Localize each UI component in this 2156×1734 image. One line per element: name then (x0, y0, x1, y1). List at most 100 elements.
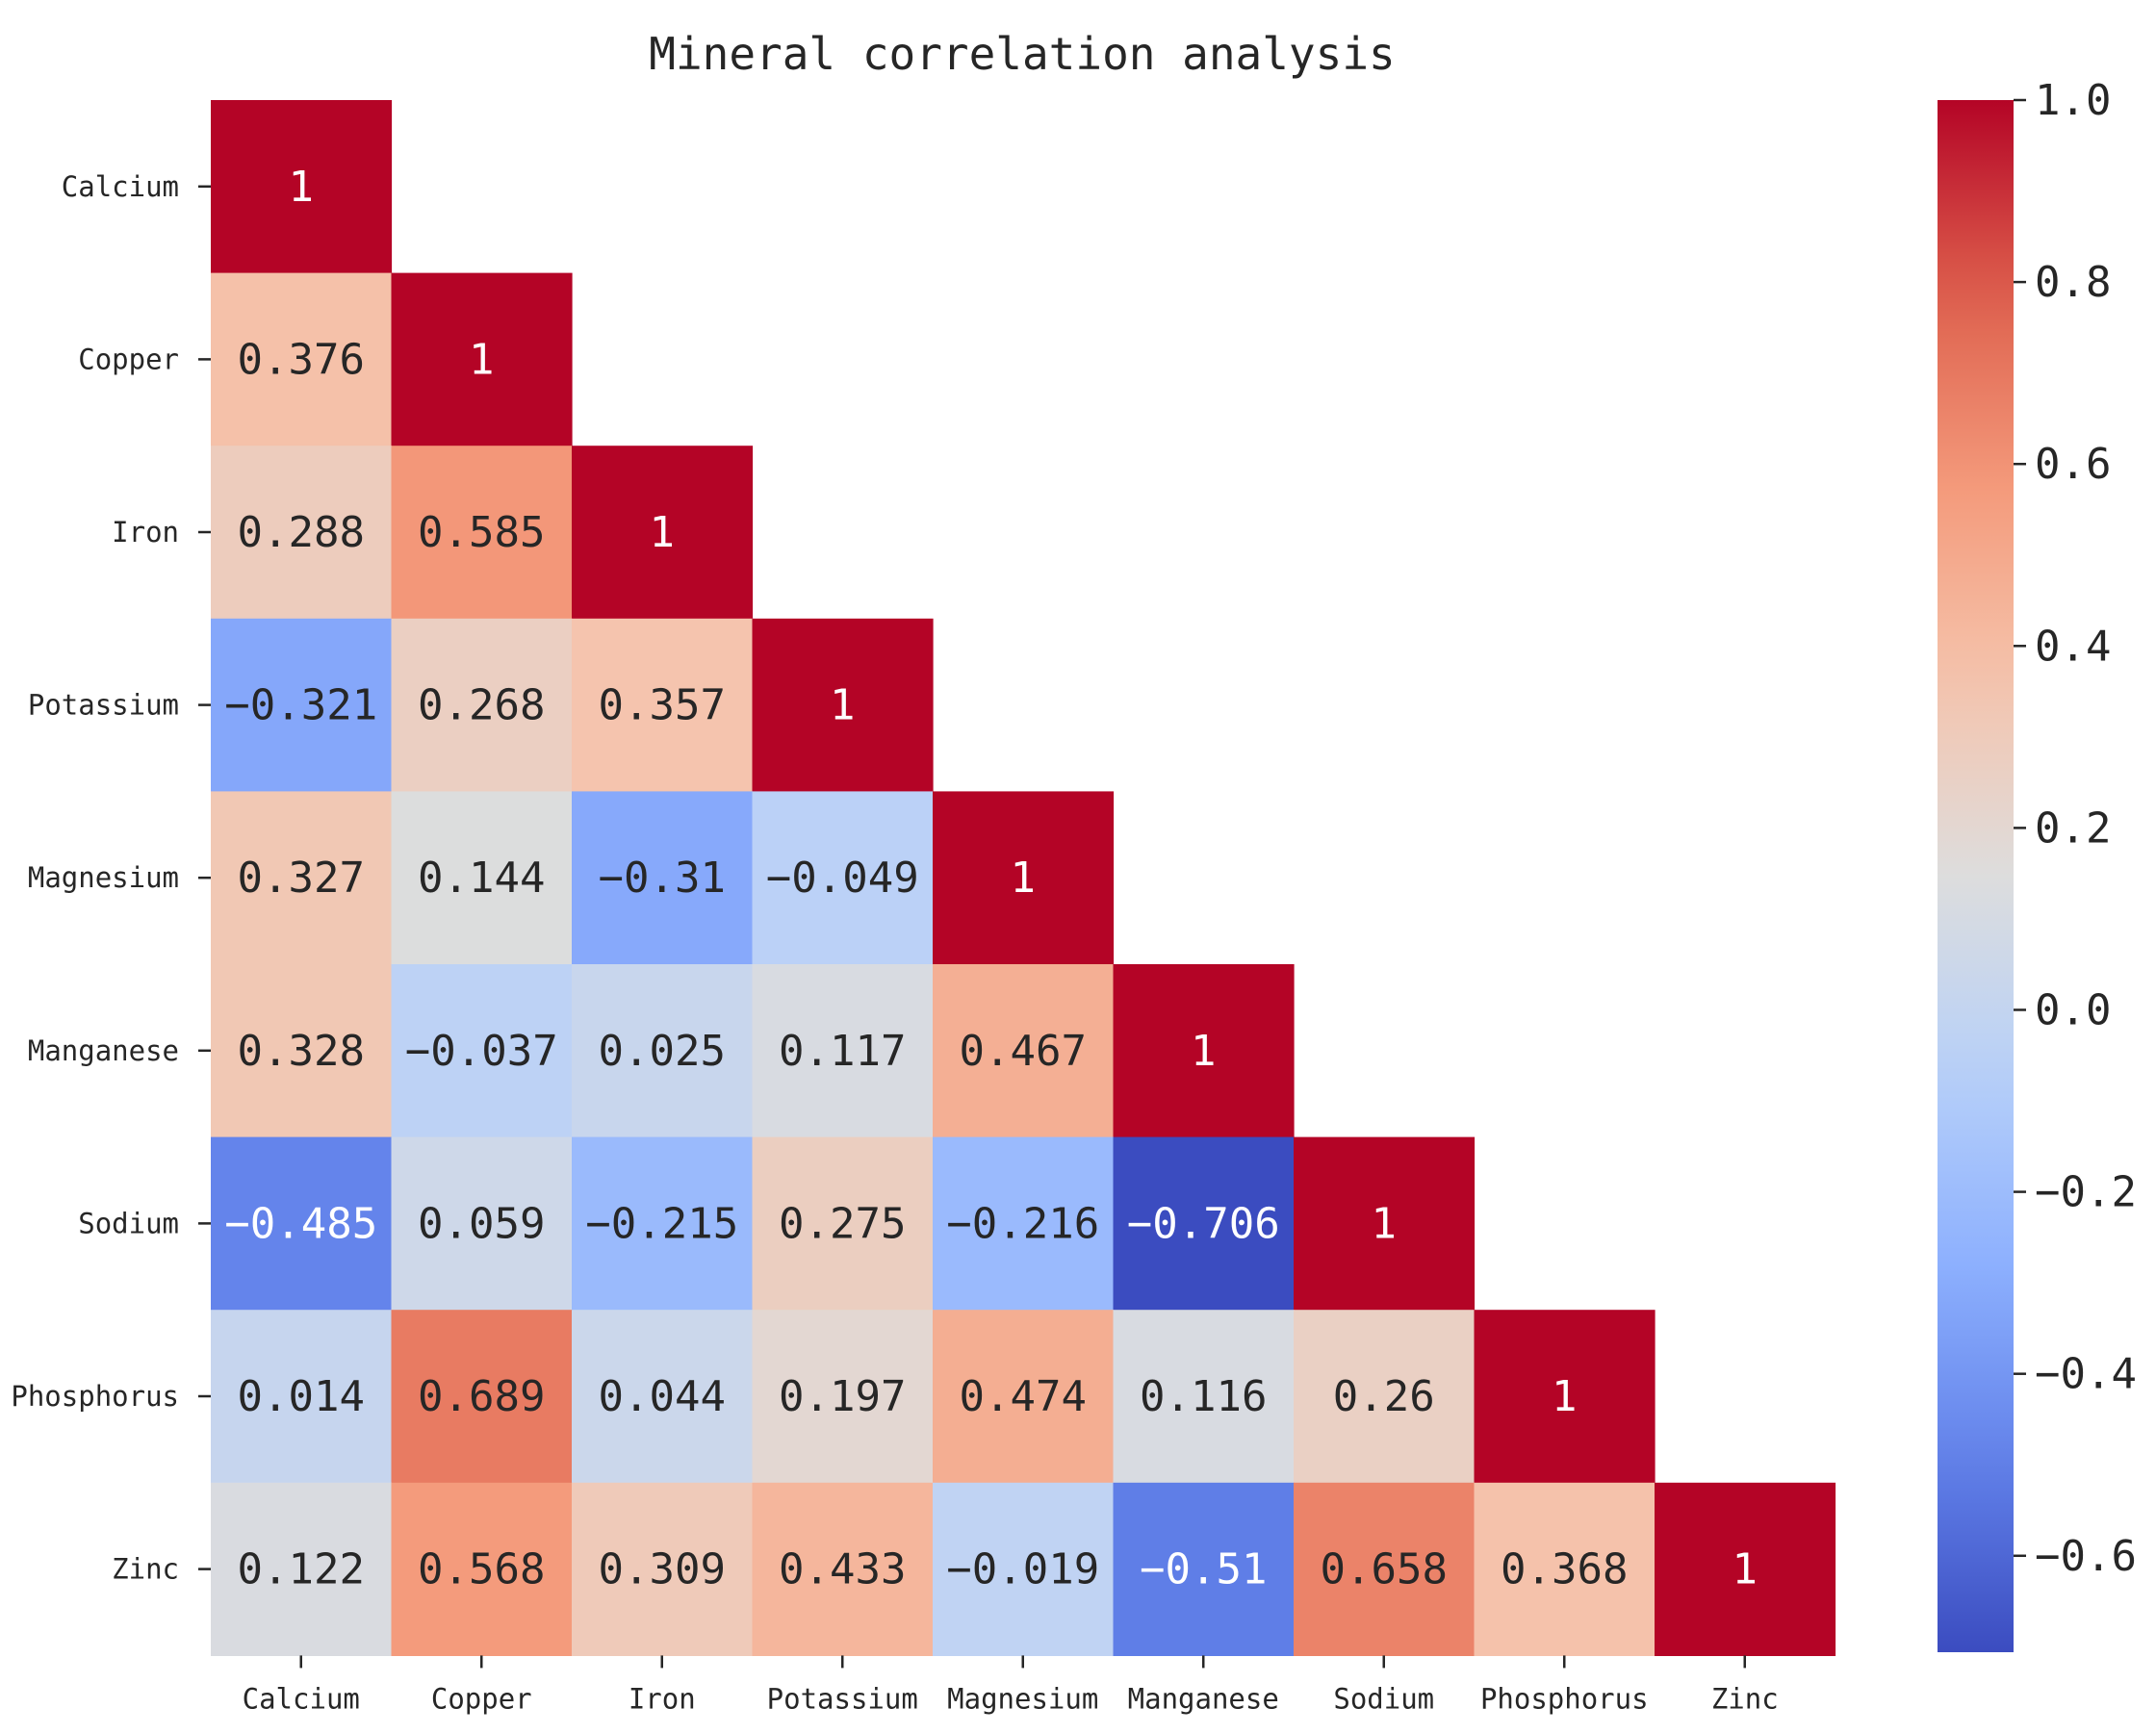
cell-value-label: 0.309 (599, 1545, 726, 1594)
cell-value-label: 0.689 (418, 1372, 545, 1421)
x-tick-label: Magnesium (947, 1682, 1098, 1715)
cell-value-label: 0.585 (418, 508, 545, 557)
heatmap-cell (391, 964, 573, 1138)
cell-value-label: 1 (1732, 1545, 1758, 1594)
heatmap-cell (1474, 1310, 1656, 1484)
cell-value-label: 0.327 (238, 854, 365, 903)
cell-value-label: 0.059 (418, 1199, 545, 1248)
cell-value-label: 0.376 (238, 335, 365, 384)
cell-value-label: 0.044 (599, 1372, 726, 1421)
y-tick-label: Manganese (28, 1034, 179, 1067)
heatmap-cell (752, 1310, 934, 1484)
heatmap-cell (572, 446, 754, 620)
colorbar-gradient (1938, 100, 2014, 1652)
cell-value-label: 0.122 (238, 1545, 365, 1594)
x-axis: Calcium Copper Iron Potassium Magnesium Manga… (243, 1655, 1779, 1715)
heatmap-cell (933, 1310, 1115, 1484)
colorbar-tick-label: 0.0 (2035, 985, 2111, 1034)
cell-value-label: −0.321 (224, 681, 377, 730)
y-tick-label: Calcium (62, 170, 179, 203)
y-tick-label: Phosphorus (11, 1380, 179, 1413)
cell-value-label: 0.568 (418, 1545, 545, 1594)
y-tick-label: Potassium (28, 689, 179, 722)
heatmap-cell (572, 1310, 754, 1484)
y-tick-label: Magnesium (28, 861, 179, 894)
heatmap-cell (211, 100, 393, 274)
heatmap-cell (572, 791, 754, 965)
heatmap-cell (211, 618, 393, 792)
heatmap-cell (1113, 1482, 1295, 1656)
cell-value-label: 0.368 (1501, 1545, 1628, 1594)
cell-value-label: −0.049 (766, 854, 919, 903)
cell-value-label: 0.328 (238, 1027, 365, 1076)
cell-value-label: 1 (830, 681, 856, 730)
cell-value-label: 0.025 (599, 1027, 726, 1076)
x-tick-label: Calcium (243, 1682, 360, 1715)
cell-value-label: 0.357 (599, 681, 726, 730)
cell-value-label: 0.474 (960, 1372, 1087, 1421)
cell-value-label: 1 (1552, 1372, 1578, 1421)
heatmap-cell (211, 1136, 393, 1311)
heatmap-cell (1294, 1136, 1476, 1311)
heatmap-cell (572, 618, 754, 792)
colorbar-tick-label: 0.8 (2035, 258, 2111, 307)
heatmap-cell (391, 791, 573, 965)
cell-value-label: 0.116 (1140, 1372, 1267, 1421)
cell-value-label: 0.433 (779, 1545, 906, 1594)
cell-value-label: 0.467 (960, 1027, 1087, 1076)
colorbar-tick-label: −0.4 (2035, 1350, 2137, 1399)
heatmap-cell (391, 1136, 573, 1311)
heatmap-cell (1474, 1482, 1656, 1656)
cell-value-label: 0.26 (1333, 1372, 1435, 1421)
heatmap-cell (752, 791, 934, 965)
heatmap-cell (933, 1482, 1115, 1656)
cell-value-label: 1 (1011, 854, 1037, 903)
cell-value-label: −0.215 (585, 1199, 738, 1248)
heatmap-cell (391, 618, 573, 792)
heatmap-cell (1113, 1310, 1295, 1484)
heatmap-cell (211, 446, 393, 620)
heatmap-cells: 1 0.376 1 0.288 0.585 1 −0.321 0.268 0.357 1 0.327… (211, 100, 1836, 1656)
cell-value-label: −0.31 (599, 854, 726, 903)
cell-value-label: −0.706 (1127, 1199, 1280, 1248)
heatmap-cell (1294, 1310, 1476, 1484)
colorbar-tick-label: −0.6 (2035, 1532, 2137, 1581)
heatmap-cell (391, 1482, 573, 1656)
heatmap-cell (752, 1136, 934, 1311)
colorbar-tick-label: 1.0 (2035, 76, 2111, 125)
heatmap-cell (391, 272, 573, 446)
heatmap-cell (1113, 1136, 1295, 1311)
cell-value-label: −0.51 (1140, 1545, 1267, 1594)
cell-value-label: 1 (650, 508, 676, 557)
y-tick-label: Zinc (112, 1553, 179, 1586)
colorbar-tick-label: 0.4 (2035, 622, 2111, 671)
cell-value-label: 0.275 (779, 1199, 906, 1248)
heatmap-cell (211, 964, 393, 1138)
heatmap-cell (933, 964, 1115, 1138)
chart-title: Mineral correlation analysis (649, 28, 1395, 80)
cell-value-label: 0.268 (418, 681, 545, 730)
heatmap-cell (1655, 1482, 1836, 1656)
cell-value-label: −0.485 (224, 1199, 377, 1248)
colorbar: 1.0 0.8 0.6 0.4 0.2 0.0 −0.2 −0.4 −0.6 (1938, 76, 2137, 1652)
x-tick-label: Copper (431, 1682, 532, 1715)
cell-value-label: 0.014 (238, 1372, 365, 1421)
x-tick-label: Sodium (1333, 1682, 1434, 1715)
heatmap-cell (572, 1136, 754, 1311)
heatmap-cell (572, 964, 754, 1138)
cell-value-label: 0.144 (418, 854, 545, 903)
x-tick-label: Iron (629, 1682, 696, 1715)
heatmap-cell (211, 791, 393, 965)
heatmap-cell (572, 1482, 754, 1656)
heatmap-cell (933, 791, 1115, 965)
cell-value-label: 0.197 (779, 1372, 906, 1421)
heatmap-cell (391, 446, 573, 620)
x-tick-label: Zinc (1711, 1682, 1779, 1715)
heatmap-cell (211, 1310, 393, 1484)
cell-value-label: −0.216 (946, 1199, 1099, 1248)
cell-value-label: 0.288 (238, 508, 365, 557)
cell-value-label: 1 (1191, 1027, 1217, 1076)
y-tick-label: Copper (78, 343, 179, 375)
